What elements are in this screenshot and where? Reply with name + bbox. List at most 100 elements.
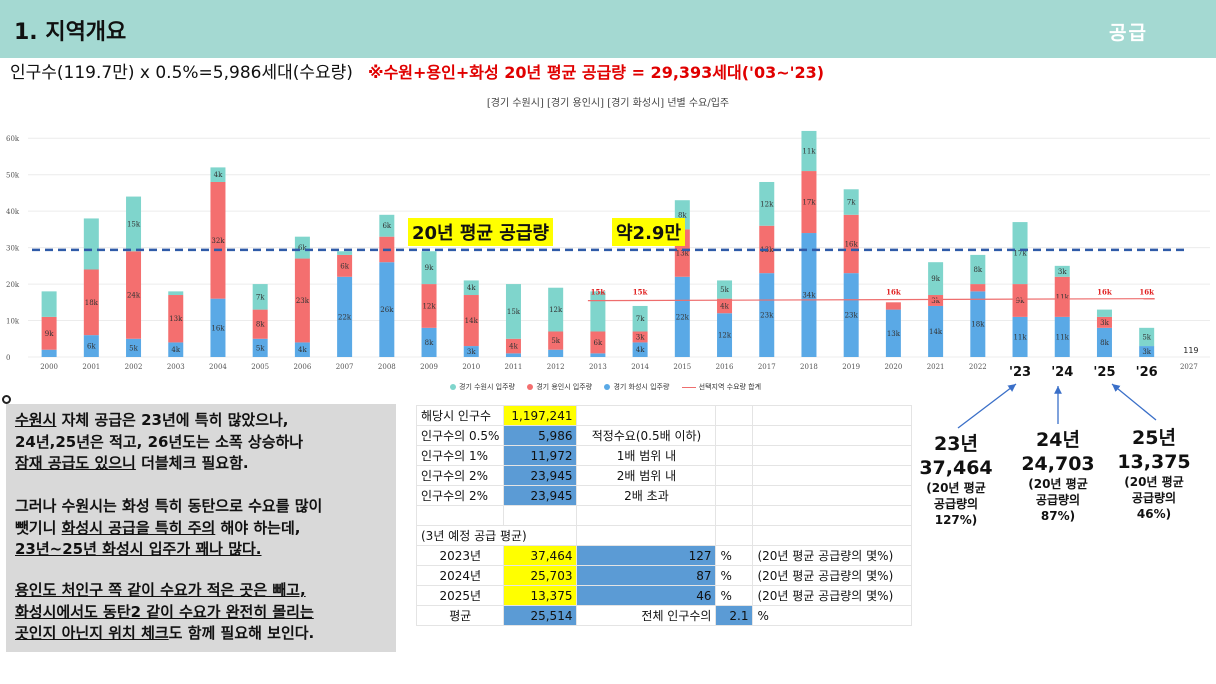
demand-label: 16k	[886, 288, 901, 297]
demand-label: 15k	[633, 288, 648, 297]
data-label: 3k	[1058, 268, 1067, 276]
x-tick-label: 2016	[716, 363, 734, 371]
bar-hwaseong	[674, 276, 690, 357]
table-cell	[503, 505, 578, 526]
demand-label: 16k	[1139, 288, 1154, 297]
data-label: 6k	[382, 222, 391, 230]
data-label: 8k	[973, 266, 982, 274]
data-label: 11k	[1056, 293, 1070, 301]
arrow-2023	[957, 383, 1017, 429]
commentary-paragraph-3: 용인도 처인구 쪽 같이 수요가 적은 곳은 빼고, 화성시에서도 동탄2 같이…	[15, 580, 314, 645]
y-tick-label: 60k	[6, 135, 20, 143]
callout-year: 25년	[1132, 427, 1176, 449]
bar-yongin	[632, 331, 648, 343]
bar-suwon	[505, 284, 521, 339]
data-label: 4k	[720, 302, 729, 310]
x-tick-label: 2027	[1180, 363, 1198, 371]
bar-suwon	[1012, 222, 1028, 285]
table-cell	[715, 525, 754, 546]
callout-2024: 24년 24,703 (20년 평균 공급량의 87%)	[1014, 428, 1102, 524]
bar-suwon	[548, 287, 564, 332]
table-row: (3년 예정 공급 평균)	[415, 525, 913, 546]
x-tick-label: 2012	[547, 363, 565, 371]
table-row: 인구수의 0.5% 5,986 적정수요(0.5배 이하)	[415, 425, 913, 446]
legend-yongin: 경기 용인시 입주량	[527, 383, 592, 391]
commentary-text: 그러나 수원시는 화성 특히 동탄으로 수요를 많이	[15, 497, 323, 515]
bar-yongin	[717, 298, 733, 314]
chart-legend: 경기 수원시 입주량 경기 용인시 입주량 경기 화성시 입주량 선택지역 수요…	[450, 382, 771, 392]
legend-suwon-label: 경기 수원시 입주량	[459, 383, 515, 391]
data-label: 3k	[931, 297, 940, 305]
legend-yongin-label: 경기 용인시 입주량	[536, 383, 593, 391]
bar-hwaseong	[843, 273, 859, 357]
bar-yongin	[41, 316, 57, 350]
data-label: 9k	[425, 264, 434, 272]
commentary-text: 도 함께 필요해 보인다.	[168, 624, 315, 642]
x-tick-label: 2019	[842, 363, 860, 371]
table-cell: 87	[576, 565, 717, 586]
callout-2023: 23년 37,464 (20년 평균 공급량의 127%)	[912, 432, 1000, 528]
data-label: 7k	[636, 315, 645, 323]
x-tick-label: 2008	[378, 363, 396, 371]
table-cell: 전체 인구수의	[576, 605, 717, 626]
bar-suwon	[1139, 327, 1155, 347]
demand-label: 15k	[591, 288, 606, 297]
bar-hwaseong	[548, 349, 564, 357]
bar-hwaseong	[885, 309, 901, 357]
commentary-text: 자체 공급은 23년에 특히 많았으나,	[56, 411, 289, 429]
data-label: 18k	[85, 299, 99, 307]
table-row: 2024년 25,703 87% (20년 평균 공급량의 몇%)	[415, 565, 913, 586]
data-label: 4k	[636, 346, 645, 354]
table-cell: 2024년	[415, 565, 505, 586]
table-cell: 해당시 인구수	[415, 405, 505, 426]
section-tag: 공급	[1109, 22, 1148, 44]
legend-hwaseong-label: 경기 화성시 입주량	[613, 383, 670, 391]
data-label: 4k	[467, 284, 476, 292]
y-tick-label: 20k	[6, 281, 20, 289]
legend-suwon-swatch	[450, 384, 456, 390]
table-cell: 1배 범위 내	[576, 445, 717, 466]
commentary-text: 뺏기니	[15, 518, 62, 537]
data-label: 15k	[127, 220, 141, 228]
bar-suwon	[590, 291, 606, 332]
bar-hwaseong	[421, 327, 437, 357]
table-row: 2025년 13,375 46% (20년 평균 공급량의 몇%)	[415, 585, 913, 606]
table-cell: %	[715, 585, 754, 606]
callout-note: 공급량의	[1131, 491, 1177, 505]
data-label: 5k	[720, 286, 729, 294]
y-tick-label: 30k	[6, 245, 20, 253]
x-tick-label: 2004	[209, 363, 227, 371]
bar-suwon	[801, 130, 817, 172]
y-tick-label: 10k	[6, 318, 20, 326]
commentary-box: 수원시 자체 공급은 23년에 특히 많았으나, 24년,25년은 적고, 26…	[6, 404, 396, 652]
data-label: 26k	[380, 306, 394, 314]
data-label: 8k	[1100, 339, 1109, 347]
x-tick-label: 2002	[125, 363, 143, 371]
x-tick-label: 2022	[969, 363, 987, 371]
data-label: 14k	[465, 317, 479, 325]
bar-hwaseong	[1012, 316, 1028, 357]
bar-yongin	[421, 284, 437, 328]
bar-suwon	[337, 251, 353, 255]
bar-yongin	[83, 269, 99, 336]
table-row	[415, 505, 913, 526]
demand-line	[587, 298, 1155, 302]
table-cell	[576, 525, 717, 546]
x-tick-label: 2021	[927, 363, 945, 371]
table-cell: 46	[576, 585, 717, 606]
arrow-2025	[1111, 383, 1157, 421]
data-label: 15k	[507, 308, 521, 316]
x-tick-label: 2007	[336, 363, 354, 371]
x-tick-label: 2017	[758, 363, 776, 371]
commentary-paragraph-2: 그러나 수원시는 화성 특히 동탄으로 수요를 많이 뺏기니 화성시 공급을 특…	[15, 496, 322, 561]
callout-number: 24,703	[1021, 453, 1095, 475]
data-label: 13k	[676, 250, 690, 258]
table-cell: 2배 범위 내	[576, 465, 717, 486]
legend-demand-label: 선택지역 수요량 합계	[698, 383, 762, 391]
x-tick-label: 2006	[293, 363, 311, 371]
bar-hwaseong	[41, 349, 57, 357]
data-label: 22k	[338, 313, 352, 321]
bar-yongin	[1054, 276, 1070, 317]
table-cell	[576, 405, 717, 426]
table-cell	[752, 485, 913, 506]
